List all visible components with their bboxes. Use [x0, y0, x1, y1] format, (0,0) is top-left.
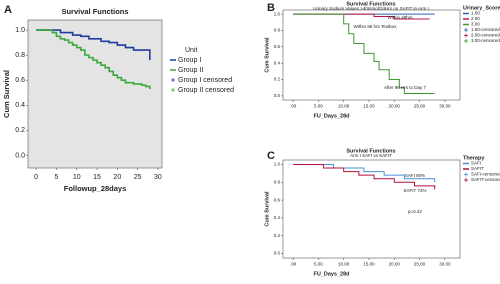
- x-tick-label: 10.00: [338, 262, 350, 267]
- legend-title: Unit: [185, 47, 198, 54]
- y-axis-label: Cum Survival: [264, 191, 270, 227]
- y-tick-label: 1.0: [274, 11, 281, 16]
- plot-area: [282, 9, 461, 101]
- annotation: After 96 Hrs to Day 7: [384, 85, 427, 90]
- legend-label: Group I: [178, 57, 201, 64]
- legend-label: 3.00-censored: [471, 38, 500, 43]
- survival-curve: [36, 29, 151, 61]
- x-tick-label: 25: [134, 174, 142, 181]
- survival-curve: [293, 13, 430, 20]
- x-tick-label: 5: [54, 174, 58, 181]
- survival-curve: [293, 163, 436, 183]
- legend-label: 1.00: [471, 11, 480, 16]
- annotation: SAFI 80%: [405, 173, 425, 178]
- x-tick-label: 25.00: [414, 104, 426, 109]
- legend-label: 2.00-censored: [471, 33, 500, 38]
- y-tick-label: 0.4: [274, 60, 281, 65]
- x-tick-label: 10: [73, 174, 81, 181]
- x-axis-label: FU_Days_28d: [313, 113, 349, 119]
- y-tick-label: 0.8: [15, 52, 25, 59]
- x-tick-label: 15.00: [363, 104, 375, 109]
- y-tick-label: 0.6: [274, 197, 281, 202]
- x-tick-label: 30.00: [439, 262, 451, 267]
- y-tick-label: 1.0: [274, 162, 281, 167]
- legend-label: Group II: [178, 67, 203, 74]
- legend-label: 1.00-censored: [471, 27, 500, 32]
- annotation: SAFIT 72%: [404, 188, 427, 193]
- x-tick-label: 5.00: [314, 262, 323, 267]
- x-tick-label: 30.00: [439, 104, 451, 109]
- chart-title: Survival Functions: [61, 7, 128, 16]
- x-tick-label: 15.00: [363, 262, 375, 267]
- x-axis-label: Followup_28days: [64, 184, 127, 193]
- y-tick-label: 0.4: [274, 215, 281, 220]
- y-tick-label: 0.4: [15, 102, 25, 109]
- plot-area: [282, 159, 461, 259]
- y-axis-label: Cum Survival: [264, 37, 270, 73]
- x-tick-label: .00: [290, 262, 297, 267]
- panel-label: B: [267, 2, 275, 14]
- y-axis-label: Cum Survival: [2, 70, 11, 118]
- y-tick-label: 0.0: [274, 93, 281, 98]
- chart-title: Survival Functions: [346, 1, 395, 7]
- annotation: Within 48hrs: [387, 15, 413, 20]
- y-tick-label: 0.0: [15, 152, 25, 159]
- y-tick-label: 1.0: [15, 27, 25, 34]
- legend-label: Group I censored: [178, 77, 232, 84]
- chart-subtitle: Urinary Sodium Values >40mmol/24Hrs on S…: [313, 6, 429, 11]
- panel-label: C: [267, 150, 275, 162]
- x-tick-label: .00: [290, 104, 297, 109]
- y-tick-label: 0.6: [15, 77, 25, 84]
- chart-subtitle: Arm I SAFI vs SAFIT: [350, 153, 392, 158]
- x-tick-label: 20: [113, 174, 121, 181]
- y-tick-label: 0.2: [15, 127, 25, 134]
- y-tick-label: 0.8: [274, 28, 281, 33]
- legend-label: 2.00: [471, 16, 480, 21]
- plot-area: [27, 19, 163, 169]
- y-tick-label: 0.8: [274, 179, 281, 184]
- x-tick-label: 30: [154, 174, 162, 181]
- x-tick-label: 20.00: [389, 104, 401, 109]
- annotation: p=0.32: [408, 209, 422, 214]
- x-tick-label: 20.00: [389, 262, 401, 267]
- legend-title: Therapy: [463, 155, 485, 161]
- x-tick-label: 0: [34, 174, 38, 181]
- survival-curve: [293, 163, 436, 190]
- survival-curve: [293, 13, 435, 94]
- chart-title: Survival Functions: [346, 148, 395, 154]
- x-tick-label: 15: [93, 174, 101, 181]
- legend-label: 3.00: [471, 22, 480, 27]
- x-tick-label: 10.00: [338, 104, 350, 109]
- legend-label: SAFIT-censored: [471, 177, 500, 182]
- x-axis-label: FU_Days_28d: [313, 271, 349, 277]
- x-tick-label: 5.00: [314, 104, 323, 109]
- legend-label: Group II censored: [178, 87, 234, 94]
- y-tick-label: 0.0: [274, 251, 281, 256]
- legend-label: SAFIT: [471, 166, 484, 171]
- annotation: Within 96 hrs Textbox: [354, 24, 398, 29]
- y-tick-label: 0.2: [274, 77, 281, 82]
- legend-label: SAFI: [471, 161, 481, 166]
- survival-curve: [36, 29, 151, 89]
- legend-title: Urinary_Score: [463, 5, 500, 11]
- y-tick-label: 0.2: [274, 233, 281, 238]
- y-tick-label: 0.6: [274, 44, 281, 49]
- legend-label: SAFI-censored: [471, 172, 500, 177]
- panel-label: A: [4, 4, 12, 16]
- x-tick-label: 25.00: [414, 262, 426, 267]
